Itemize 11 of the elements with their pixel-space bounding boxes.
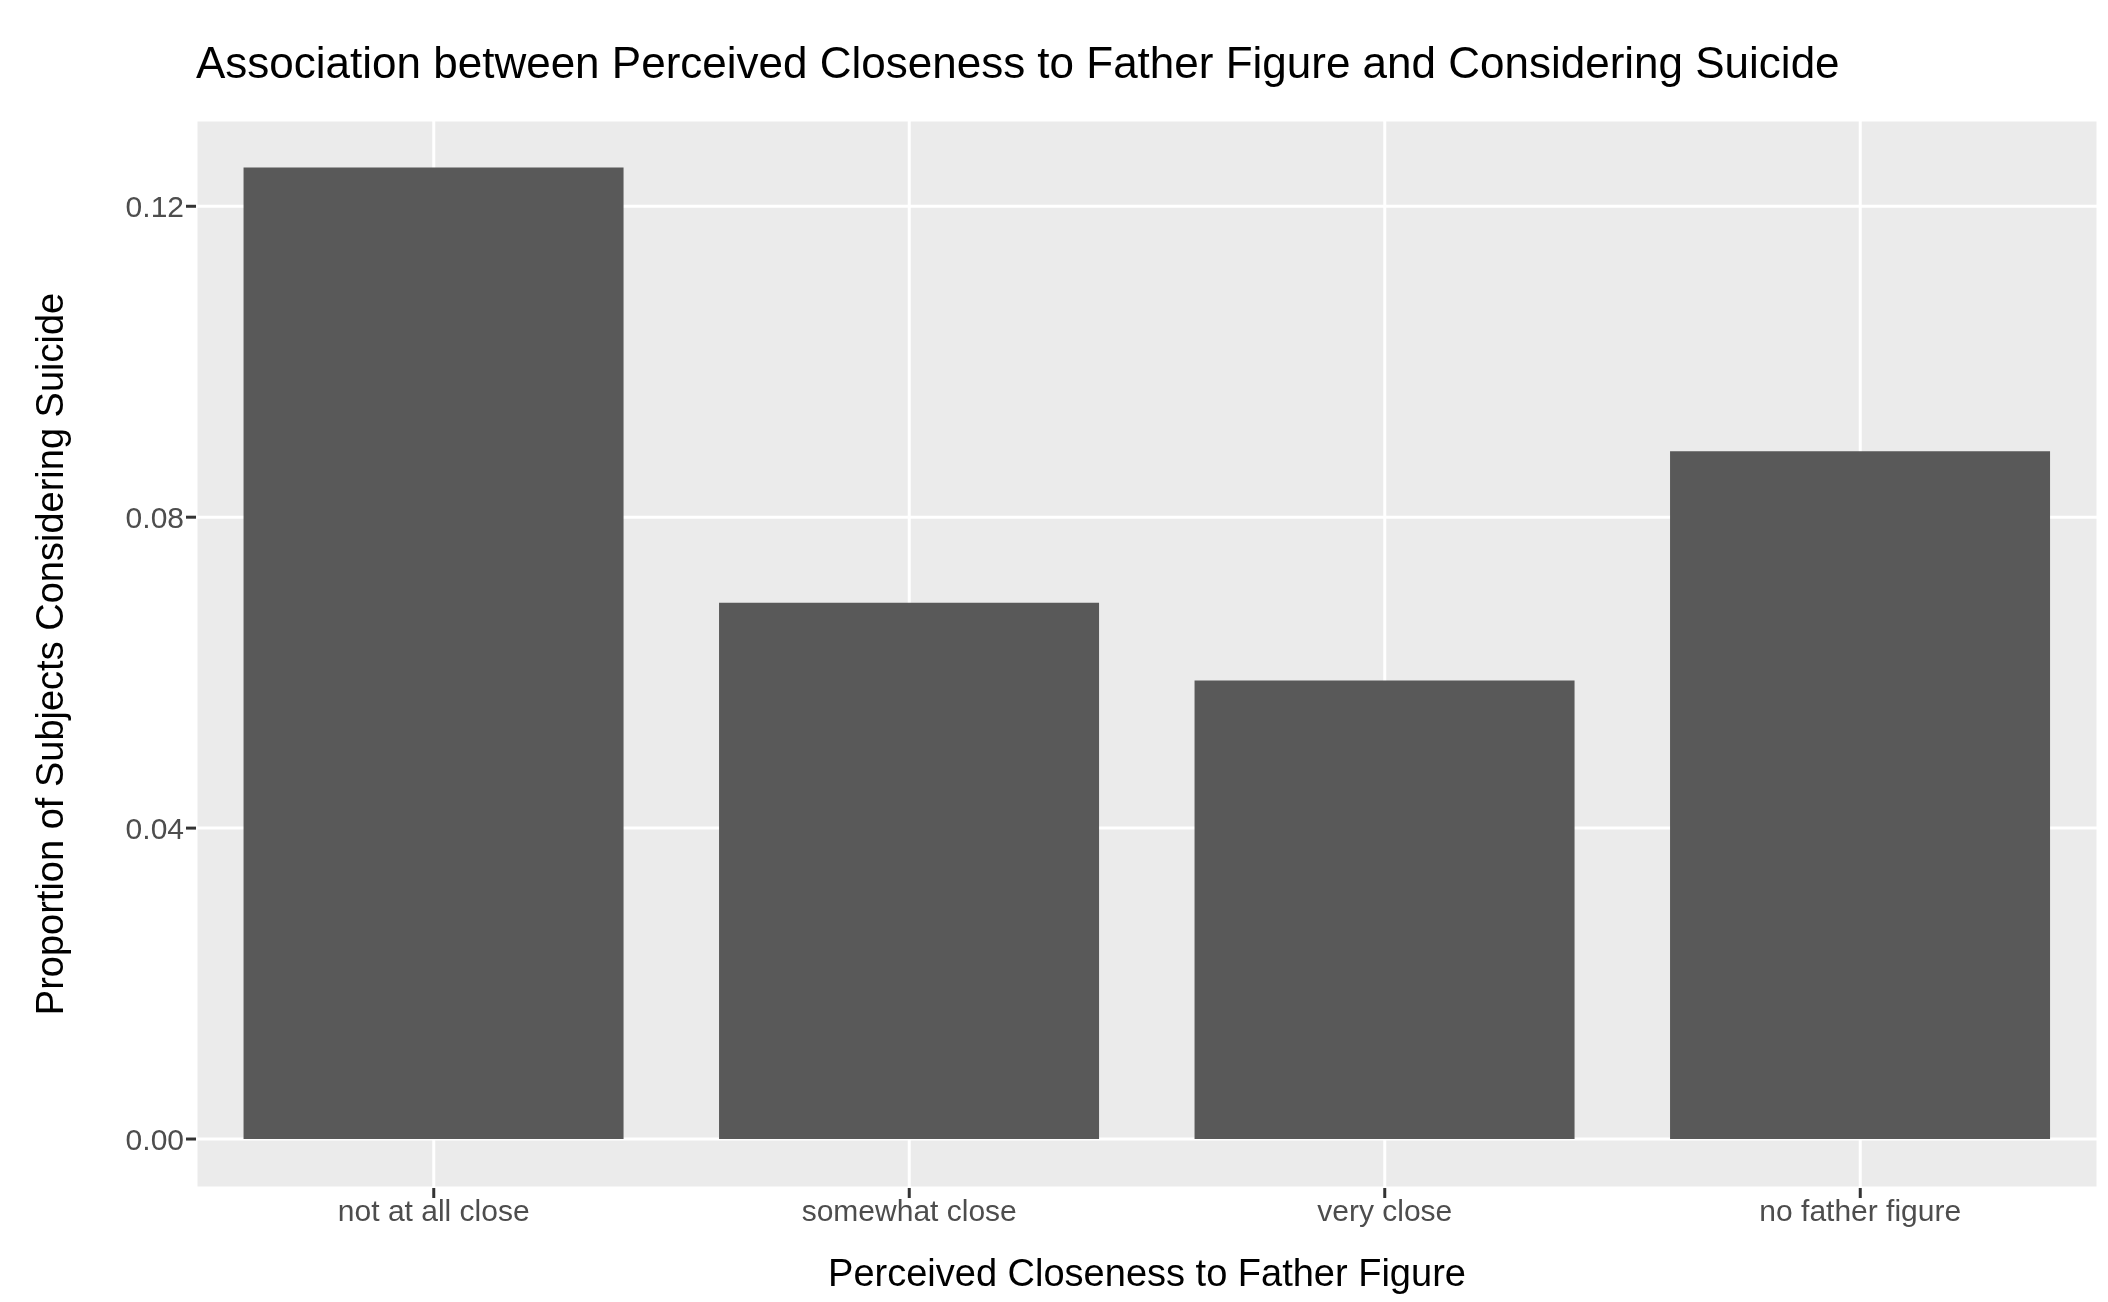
y-axis-title: Proportion of Subjects Considering Suicide [29,292,72,1016]
y-tick-label: 0.08 [125,500,184,534]
x-tick-label: not at all close [337,1194,530,1228]
y-tick-label: 0.12 [125,189,184,223]
y-tick-label: 0.04 [125,811,184,845]
x-tick-label: very close [1317,1194,1453,1228]
y-tick-label: 0.00 [125,1122,184,1156]
x-axis-title: Perceived Closeness to Father Figure [828,1252,1466,1294]
x-tick-label: somewhat close [801,1194,1017,1228]
x-tick-label: no father figure [1759,1194,1962,1228]
chart-title: Association between Perceived Closeness to Father Figure and Considering Suicide [196,38,1840,88]
